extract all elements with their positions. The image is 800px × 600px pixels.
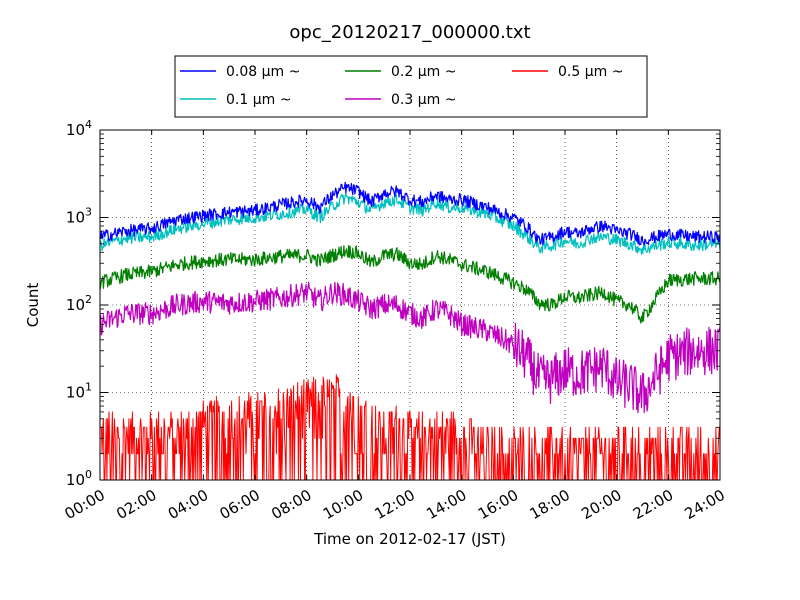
x-tick-label: 10:00 <box>320 486 366 523</box>
legend-label: 0.08 μm ~ <box>226 64 300 80</box>
legend-box <box>174 55 648 118</box>
x-tick-label: 22:00 <box>630 486 676 523</box>
x-tick-label: 24:00 <box>682 486 728 523</box>
y-tick-label: 104 <box>66 118 92 139</box>
x-tick-label: 16:00 <box>475 486 521 523</box>
x-axis-label: Time on 2012-02-17 (JST) <box>313 530 506 548</box>
y-tick-label: 102 <box>66 293 92 314</box>
chart-title: opc_20120217_000000.txt <box>289 22 530 43</box>
x-tick-labels: 00:00 02:00 04:00 06:00 08:00 10:00 12:00 14:00… <box>62 486 728 523</box>
legend-label: 0.2 μm ~ <box>391 64 456 80</box>
legend-label: 0.1 μm ~ <box>226 92 291 108</box>
series-line-2 <box>99 244 721 324</box>
legend: 0.08 μm ~ 0.2 μm ~ 0.5 μm ~ 0.1 μm ~ 0.3 μm … <box>174 55 648 118</box>
y-tick-label: 103 <box>66 206 92 227</box>
y-tick-label: 101 <box>66 381 92 402</box>
axis-ticks <box>99 129 721 481</box>
x-tick-label: 20:00 <box>578 486 624 523</box>
series-line-1 <box>99 193 721 255</box>
x-tick-label: 14:00 <box>423 486 469 523</box>
series-line-3 <box>99 281 721 414</box>
series-line-0 <box>100 181 721 246</box>
y-tick-label: 100 <box>66 468 92 489</box>
legend-label: 0.3 μm ~ <box>391 92 456 108</box>
x-tick-label: 12:00 <box>372 486 418 523</box>
y-axis-label: Count <box>24 283 42 328</box>
x-tick-label: 00:00 <box>62 486 108 523</box>
x-tick-label: 02:00 <box>113 486 159 523</box>
x-tick-label: 04:00 <box>165 486 211 523</box>
x-tick-label: 18:00 <box>527 486 573 523</box>
y-tick-labels: 100 101 102 103 104 <box>66 118 92 489</box>
x-tick-label: 08:00 <box>268 486 314 523</box>
x-tick-label: 06:00 <box>217 486 263 523</box>
legend-label: 0.5 μm ~ <box>558 64 623 80</box>
